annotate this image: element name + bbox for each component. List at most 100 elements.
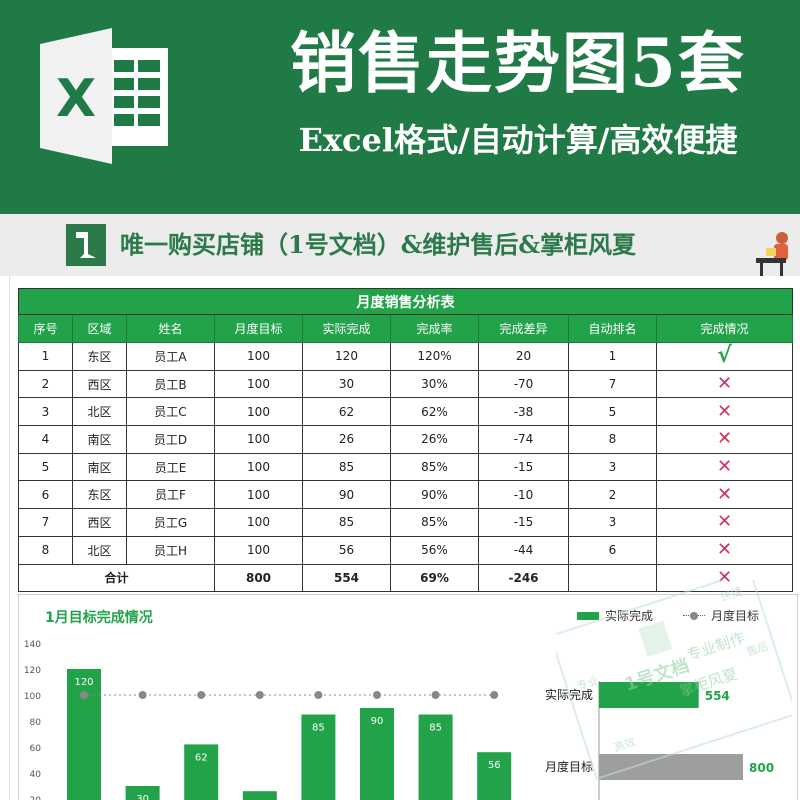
total-rate: 69%: [390, 563, 479, 592]
table-cell: -44: [478, 535, 569, 565]
summary-hbar-chart: 实际完成 554 月度目标 800: [545, 681, 774, 800]
table-cell: -10: [478, 480, 569, 510]
legend-item-target: 月度目标: [683, 607, 759, 624]
table-cell: -15: [478, 452, 569, 482]
top-banner: X 销售走势图5套 Excel格式/自动计算/高效便捷: [0, 0, 800, 214]
column-header: 完成情况: [656, 314, 793, 343]
target-point: [197, 691, 206, 699]
bar: [360, 708, 394, 800]
table-cell: 员工H: [126, 535, 215, 565]
table-cell: 5: [18, 452, 73, 482]
table-row: 8 北区 员工H 100 56 56% -44 6 ✕: [18, 535, 793, 565]
table-cell: 26: [302, 425, 391, 454]
target-point: [314, 691, 323, 699]
y-tick-label: 100: [24, 692, 41, 702]
target-point: [80, 691, 88, 699]
column-header: 月度目标: [214, 314, 303, 343]
chart-panel: 2040608010012014012030622685908556 实际完成5…: [18, 594, 798, 800]
excel-logo-icon: X: [40, 28, 168, 164]
table-body: 1 东区 员工A 100 120 120% 20 1 √ 2 西区 员工B 100 30 30% -70 7 ✕ 3…: [18, 342, 793, 565]
table-total-row: 合计 800 554 69% -246 ✕: [18, 563, 793, 592]
bar: [125, 786, 160, 800]
bar-value-label: 30: [136, 794, 149, 800]
table-cell: 南区: [72, 425, 127, 454]
legend-bar-swatch: [577, 611, 599, 620]
bar: [242, 791, 277, 800]
cross-icon: ✕: [716, 511, 733, 533]
table-cell: 100: [214, 397, 303, 427]
cross-icon: ✕: [716, 400, 733, 422]
table-cell: 7: [18, 508, 73, 537]
column-header: 实际完成: [302, 314, 391, 343]
table-cell: 2: [568, 480, 657, 510]
y-tick-label: 20: [30, 796, 42, 800]
table-cell: 1: [568, 342, 657, 371]
table-title: 月度销售分析表: [18, 288, 793, 315]
check-icon: √: [717, 343, 732, 369]
table-cell: -38: [478, 397, 569, 427]
cross-icon: ✕: [716, 483, 733, 505]
table-cell: 85%: [390, 452, 479, 482]
bar-value-label: 120: [74, 677, 93, 688]
table-cell: 员工A: [126, 342, 215, 371]
table-cell: 3: [18, 397, 73, 427]
store-strip: 唯一购买店铺（1号文档）&维护售后&掌柜风夏: [0, 214, 800, 276]
table-cell: 90%: [390, 480, 479, 510]
table-cell: 62%: [390, 397, 479, 427]
column-header: 区域: [72, 314, 127, 343]
table-cell: 8: [18, 535, 73, 565]
hbar-value-label: 800: [749, 761, 774, 775]
table-cell: 20: [478, 342, 569, 371]
store-text: 唯一购买店铺（1号文档）&维护售后&掌柜风夏: [120, 230, 637, 259]
table-cell: 员工B: [126, 369, 215, 399]
table-row: 5 南区 员工E 100 85 85% -15 3 ✕: [18, 452, 793, 482]
table-row: 6 东区 员工F 100 90 90% -10 2 ✕: [18, 480, 793, 510]
table-cell: 东区: [72, 342, 127, 371]
table-cell: 120%: [390, 342, 479, 371]
total-rank: [568, 563, 657, 592]
store-doc-icon: [66, 224, 106, 266]
y-tick-label: 120: [24, 666, 41, 676]
table-cell: 26%: [390, 425, 479, 454]
table-cell: 员工C: [126, 397, 215, 427]
legend-item-actual: 实际完成: [577, 607, 653, 624]
table-row: 7 西区 员工G 100 85 85% -15 3 ✕: [18, 508, 793, 537]
status-cell: ✕: [656, 508, 793, 537]
y-tick-label: 140: [24, 640, 41, 650]
monthly-bar-chart: 2040608010012014012030622685908556: [24, 640, 512, 800]
table-cell: 8: [568, 425, 657, 454]
table-cell: 4: [18, 425, 73, 454]
status-cell: ✕: [656, 369, 793, 399]
banner-title: 销售走势图5套: [290, 24, 746, 102]
table-cell: 6: [568, 535, 657, 565]
column-header: 自动排名: [568, 314, 657, 343]
bar: [301, 714, 336, 800]
table-cell: 北区: [72, 397, 127, 427]
status-cell: √: [656, 342, 793, 371]
cross-icon: ✕: [716, 373, 733, 395]
total-target: 800: [214, 563, 303, 592]
hbar-category-label: 月度目标: [545, 759, 593, 774]
y-tick-label: 40: [30, 770, 42, 780]
cross-icon: ✕: [716, 539, 733, 561]
bar-value-label: 90: [371, 716, 384, 727]
cross-icon: ✕: [716, 456, 733, 478]
table-cell: 1: [18, 342, 73, 371]
bar-value-label: 85: [312, 723, 325, 734]
table-cell: 100: [214, 342, 303, 371]
table-cell: -70: [478, 369, 569, 399]
person-reading-icon: [756, 232, 788, 277]
table-cell: -74: [478, 425, 569, 454]
chart-title: 1月目标完成情况: [45, 610, 153, 626]
status-cell: ✕: [656, 535, 793, 565]
hbar-value-label: 554: [705, 689, 730, 703]
table-row: 3 北区 员工C 100 62 62% -38 5 ✕: [18, 397, 793, 427]
y-tick-label: 80: [30, 718, 42, 728]
table-cell: 100: [214, 508, 303, 537]
table-cell: 西区: [72, 508, 127, 537]
table-cell: 员工F: [126, 480, 215, 510]
legend-label-target: 月度目标: [711, 609, 760, 623]
table-cell: 100: [214, 480, 303, 510]
table-cell: 100: [214, 535, 303, 565]
